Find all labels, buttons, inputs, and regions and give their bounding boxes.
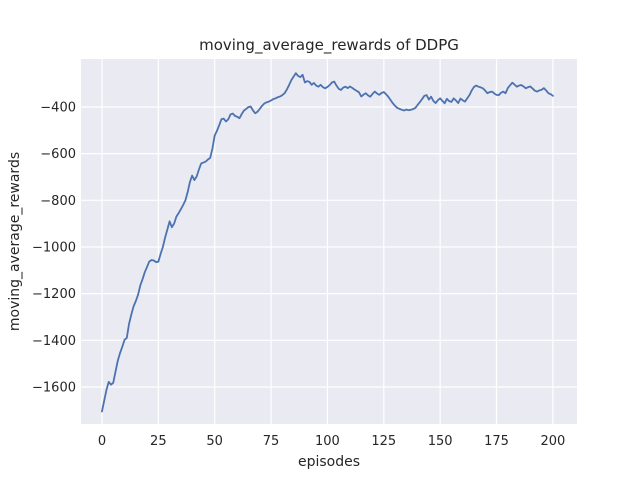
reward-line-series (101, 72, 554, 413)
chart-title: moving_average_rewards of DDPG (199, 36, 459, 55)
x-tick-label: 0 (98, 434, 106, 449)
x-tick-label: 125 (371, 434, 396, 449)
y-tick-label: −1200 (32, 287, 76, 302)
plot-area (81, 59, 577, 424)
y-tick-label: −1400 (32, 334, 76, 349)
x-tick-label: 150 (428, 434, 453, 449)
x-tick-label: 200 (540, 434, 565, 449)
y-axis-ticks: −400 −600 −800 −1000 −1200 −1400 −1600 (32, 100, 76, 395)
x-tick-label: 175 (484, 434, 509, 449)
y-axis-label: moving_average_rewards (7, 152, 23, 331)
x-tick-label: 75 (263, 434, 280, 449)
y-tick-label: −600 (40, 147, 76, 162)
x-axis-label: episodes (298, 454, 360, 470)
y-tick-label: −1600 (32, 380, 76, 395)
gridlines (81, 59, 577, 424)
x-axis-ticks: 0 25 50 75 100 125 150 175 200 (98, 434, 565, 449)
y-tick-label: −800 (40, 194, 76, 209)
x-tick-label: 25 (150, 434, 167, 449)
x-tick-label: 100 (315, 434, 340, 449)
y-tick-label: −1000 (32, 240, 76, 255)
y-tick-label: −400 (40, 100, 76, 115)
x-tick-label: 50 (206, 434, 223, 449)
